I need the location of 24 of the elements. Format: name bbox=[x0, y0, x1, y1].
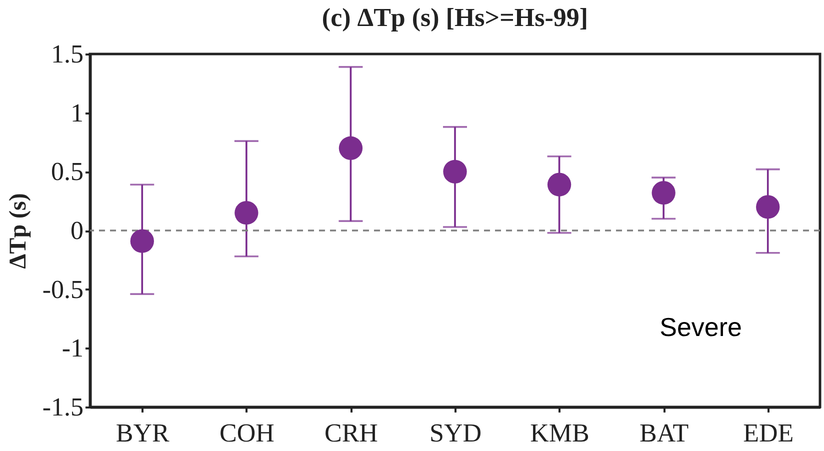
point bbox=[652, 181, 676, 205]
x-tick-label: BAT bbox=[640, 418, 689, 448]
y-axis-title: ΔTp (s) bbox=[5, 193, 32, 269]
chart-title: (c) ΔTp (s) [Hs>=Hs-99] bbox=[322, 3, 588, 32]
x-tick-label: CRH bbox=[324, 418, 378, 448]
point bbox=[130, 229, 154, 253]
y-tick-label: 1 bbox=[70, 98, 84, 128]
y-tick-label: -1 bbox=[62, 334, 84, 363]
x-tick-label: COH bbox=[219, 418, 275, 448]
y-tick-label: -1.5 bbox=[42, 392, 84, 422]
point bbox=[443, 160, 467, 184]
point bbox=[234, 201, 258, 225]
y-tick-label: -0.5 bbox=[42, 274, 84, 304]
x-tick-label: KMB bbox=[530, 418, 590, 448]
x-tick-label: SYD bbox=[429, 418, 482, 448]
y-tick-label: 0 bbox=[70, 216, 84, 245]
y-tick-label: 1.5 bbox=[51, 40, 84, 68]
y-tick-label: 0.5 bbox=[51, 157, 84, 186]
x-tick-label: BYR bbox=[116, 418, 170, 448]
x-tick-label: EDE bbox=[743, 418, 794, 448]
point bbox=[338, 136, 363, 160]
point bbox=[547, 172, 572, 196]
annotation: Severe bbox=[660, 312, 742, 342]
point bbox=[756, 195, 780, 219]
